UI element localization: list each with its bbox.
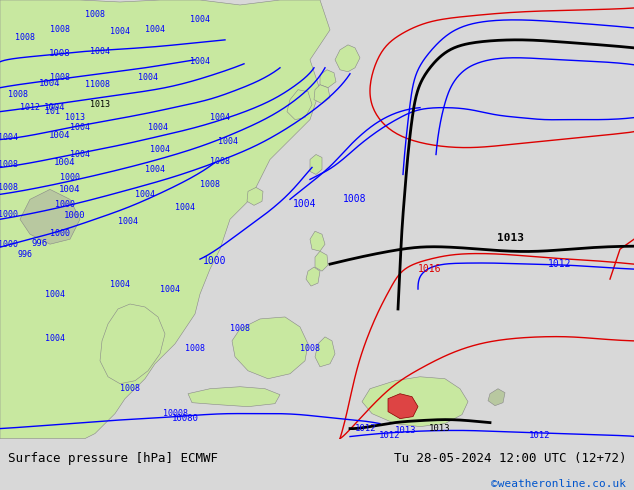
Text: 1004: 1004 xyxy=(190,57,210,66)
Text: 10080: 10080 xyxy=(172,414,198,423)
Text: 1008: 1008 xyxy=(85,10,105,20)
Polygon shape xyxy=(0,0,330,439)
Text: 1004: 1004 xyxy=(44,103,66,112)
Text: 1004: 1004 xyxy=(190,15,210,24)
Text: 1008: 1008 xyxy=(0,183,18,192)
Text: 1000: 1000 xyxy=(204,256,227,266)
Polygon shape xyxy=(314,85,330,104)
Text: 1012: 1012 xyxy=(379,431,401,440)
Polygon shape xyxy=(20,189,80,244)
Polygon shape xyxy=(362,377,468,427)
Text: 1008: 1008 xyxy=(230,324,250,333)
Text: 10008: 10008 xyxy=(162,409,188,418)
Text: 101: 101 xyxy=(44,107,60,116)
Text: 1008: 1008 xyxy=(8,90,28,99)
Polygon shape xyxy=(310,231,325,251)
Text: 1004: 1004 xyxy=(0,133,18,142)
Text: 1004: 1004 xyxy=(218,137,238,146)
Text: 1013: 1013 xyxy=(429,424,451,433)
Text: 1004: 1004 xyxy=(145,25,165,34)
Text: Surface pressure [hPa] ECMWF: Surface pressure [hPa] ECMWF xyxy=(8,452,217,465)
Text: 1013: 1013 xyxy=(395,426,417,435)
Text: ©weatheronline.co.uk: ©weatheronline.co.uk xyxy=(491,479,626,489)
Text: 1004: 1004 xyxy=(39,79,61,88)
Text: 1008: 1008 xyxy=(210,157,230,166)
Text: 1000: 1000 xyxy=(64,211,86,220)
Text: 1000: 1000 xyxy=(0,240,18,249)
Text: 1016: 1016 xyxy=(418,264,442,274)
Text: 1008: 1008 xyxy=(300,344,320,353)
Polygon shape xyxy=(388,393,418,418)
Polygon shape xyxy=(315,251,328,271)
Text: 1004: 1004 xyxy=(145,165,165,174)
Text: 1008: 1008 xyxy=(343,195,366,204)
Polygon shape xyxy=(488,389,505,406)
Text: 1004: 1004 xyxy=(175,203,195,212)
Text: 1004: 1004 xyxy=(59,185,81,194)
Text: 996: 996 xyxy=(32,239,48,248)
Text: 1008: 1008 xyxy=(50,25,70,34)
Polygon shape xyxy=(310,154,322,174)
Text: 1000: 1000 xyxy=(0,210,18,219)
Text: 1012: 1012 xyxy=(548,259,572,269)
Text: 1008: 1008 xyxy=(49,49,71,58)
Text: 11008: 11008 xyxy=(86,80,110,89)
Text: 1012: 1012 xyxy=(529,431,551,440)
Text: 996: 996 xyxy=(18,250,32,259)
Text: 1004: 1004 xyxy=(118,217,138,226)
Text: 1013: 1013 xyxy=(496,233,524,243)
Text: 1000: 1000 xyxy=(50,229,70,238)
Text: 1008: 1008 xyxy=(15,33,35,42)
Text: 1004: 1004 xyxy=(110,27,130,36)
Text: 1000: 1000 xyxy=(60,173,80,182)
Polygon shape xyxy=(287,90,312,120)
Text: 1004: 1004 xyxy=(138,73,158,82)
Text: 1004: 1004 xyxy=(70,123,90,132)
Polygon shape xyxy=(100,304,165,384)
Text: 1004: 1004 xyxy=(160,285,180,294)
Text: 1004: 1004 xyxy=(45,334,65,343)
Text: 1008: 1008 xyxy=(200,180,220,189)
Text: 1004: 1004 xyxy=(55,158,75,167)
Text: 1008: 1008 xyxy=(50,73,70,82)
Text: 1012: 1012 xyxy=(355,424,377,433)
Polygon shape xyxy=(188,387,280,407)
Text: 1004: 1004 xyxy=(70,150,90,159)
Text: 1004: 1004 xyxy=(150,145,170,154)
Text: 1004: 1004 xyxy=(294,199,317,209)
Text: 1012: 1012 xyxy=(20,103,40,112)
Text: 1013: 1013 xyxy=(65,113,85,122)
Text: 1004: 1004 xyxy=(210,113,230,122)
Polygon shape xyxy=(335,45,360,72)
Text: 1008: 1008 xyxy=(0,160,18,169)
Polygon shape xyxy=(320,70,336,88)
Text: 1008: 1008 xyxy=(120,384,140,393)
Text: 1013: 1013 xyxy=(90,100,110,109)
Polygon shape xyxy=(232,317,308,379)
Polygon shape xyxy=(247,187,263,205)
Polygon shape xyxy=(315,337,335,367)
Text: 1004: 1004 xyxy=(148,123,168,132)
Text: 1004: 1004 xyxy=(49,131,71,140)
Text: 1004: 1004 xyxy=(45,290,65,298)
Text: 1004: 1004 xyxy=(135,190,155,199)
Text: Tu 28-05-2024 12:00 UTC (12+72): Tu 28-05-2024 12:00 UTC (12+72) xyxy=(394,452,626,465)
Text: 1004: 1004 xyxy=(90,48,110,56)
Text: 1004: 1004 xyxy=(110,280,130,289)
Text: 1000: 1000 xyxy=(55,200,75,209)
Polygon shape xyxy=(306,267,320,286)
Text: 1008: 1008 xyxy=(185,344,205,353)
